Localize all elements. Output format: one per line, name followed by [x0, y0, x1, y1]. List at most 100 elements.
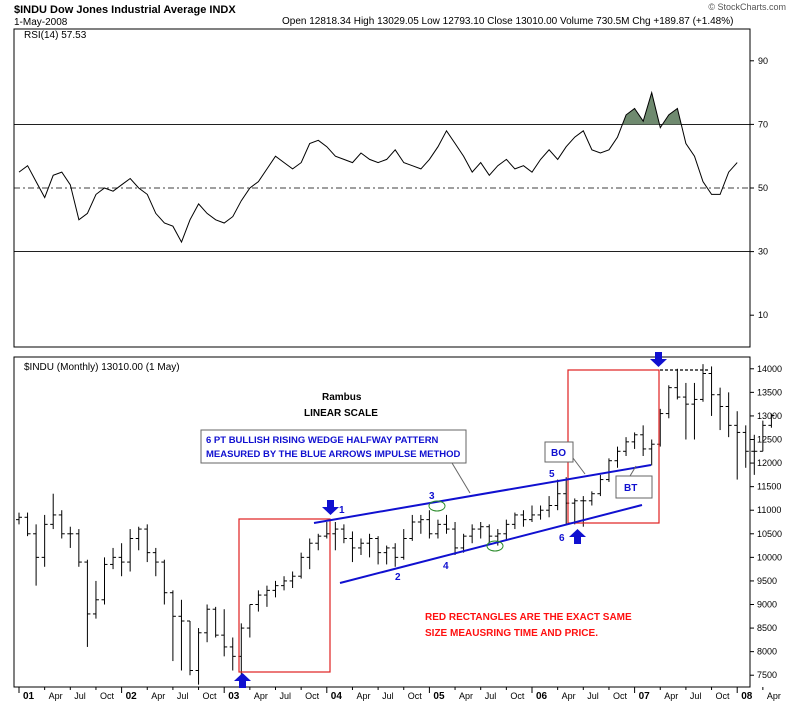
price-legend: $INDU (Monthly) 13010.00 (1 May): [24, 362, 180, 373]
ohlc-bar: [691, 382, 698, 440]
arrow-down-icon: [322, 500, 339, 515]
price-axis: 14000 13500 13000 12500 12000 11500 11000 10500…: [750, 364, 782, 680]
ohlc-bar: [169, 590, 176, 662]
ohlc-bar: [349, 531, 356, 563]
ohlc-bar: [281, 576, 288, 591]
bo-callout-box: [544, 441, 574, 463]
ohlc-bar: [511, 512, 518, 530]
x-tick-label: 03: [228, 691, 240, 702]
ohlc-bar: [383, 545, 390, 565]
price-tick-label: 11000: [757, 505, 781, 515]
annotation-layer: 1 2 3 4 5 6 Rambus LINEAR SCALE 6 PT BUL…: [200, 352, 708, 688]
ohlc-bar: [161, 559, 168, 605]
ohlc-bar: [366, 533, 373, 558]
point-label-2: 2: [395, 572, 401, 583]
x-tick-label: Apr: [562, 691, 576, 701]
ohlc-bar: [50, 493, 57, 530]
rsi-overbought-fill: [622, 92, 682, 125]
ohlc-bar: [486, 524, 493, 544]
price-tick-label: 8000: [757, 647, 777, 657]
rsi-tick-label: 10: [758, 310, 768, 320]
point-label-3: 3: [429, 491, 435, 502]
bo-label: BO: [551, 448, 566, 459]
ohlc-bar: [734, 411, 741, 480]
ohlc-bar: [768, 413, 775, 428]
date-label: 1-May-2008: [14, 17, 68, 28]
rsi-tick-label: 30: [758, 247, 768, 257]
ohlc-bar: [503, 519, 510, 541]
pattern-callout-line-1: 6 PT BULLISH RISING WEDGE HALFWAY PATTER…: [206, 435, 439, 446]
x-tick-label: Oct: [510, 691, 525, 701]
pattern-callout-line-2: MEASURED BY THE BLUE ARROWS IMPULSE METH…: [206, 449, 461, 460]
x-tick-label: Jul: [382, 691, 394, 701]
ohlc-bar: [665, 385, 672, 419]
ohlc-bar: [452, 522, 459, 555]
x-tick-label: 04: [331, 691, 343, 702]
price-tick-label: 8500: [757, 623, 777, 633]
x-tick-label: Apr: [151, 691, 165, 701]
price-tick-label: 13500: [757, 387, 782, 397]
x-tick-label: Jul: [280, 691, 292, 701]
ohlc-bar: [118, 543, 125, 577]
bo-callout-pointer: [572, 457, 586, 475]
ohlc-bar: [110, 547, 117, 570]
ohlc-bar: [648, 439, 655, 466]
rsi-tick-label: 90: [758, 56, 768, 66]
price-tick-label: 11500: [757, 482, 781, 492]
price-panel: [13, 356, 751, 688]
ohlc-bar: [152, 547, 159, 577]
ohlc-bar: [725, 392, 732, 438]
x-tick-label: 02: [126, 691, 138, 702]
ohlc-bar: [751, 434, 758, 475]
ohlc-bar: [204, 604, 211, 643]
ohlc-bar: [315, 533, 322, 551]
ohlc-bar: [144, 524, 151, 563]
scale-label: LINEAR SCALE: [304, 408, 378, 419]
x-tick-label: Jul: [587, 691, 599, 701]
ohlc-bar: [340, 524, 347, 544]
ohlc-bar: [426, 510, 433, 539]
ohlc-bar: [717, 387, 724, 431]
ohlc-bar: [614, 446, 621, 468]
x-tick-label: 08: [741, 691, 753, 702]
ohlc-bar: [58, 510, 65, 539]
ohlc-bar: [392, 543, 399, 567]
price-tick-label: 7500: [757, 670, 777, 680]
ohlc-bar: [674, 368, 681, 400]
rsi-legend: RSI(14) 57.53: [24, 30, 87, 41]
ohlc-bar: [708, 366, 715, 416]
x-axis: 01 Apr Jul Oct 02 Apr Jul Oct 03 Apr Jul Oct 04 Apr Ju…: [18, 687, 781, 702]
ohlc-bar: [631, 432, 638, 449]
ohlc-bar: [255, 590, 262, 612]
x-tick-label: Jul: [74, 691, 86, 701]
ohlc-bar: [537, 505, 544, 520]
ohlc-bar: [520, 510, 527, 527]
bt-label: BT: [624, 483, 637, 494]
ohlc-bar: [323, 522, 330, 539]
wedge-lower-line: [339, 504, 643, 584]
ohlc-bar: [212, 606, 219, 638]
pattern-callout-box: [200, 429, 467, 464]
ohlc-bar: [358, 538, 364, 555]
ohlc-bar: [298, 552, 305, 579]
credit-label: © StockCharts.com: [708, 2, 786, 12]
ohlc-bar: [477, 522, 484, 539]
x-tick-label: Apr: [254, 691, 268, 701]
x-tick-label: Oct: [716, 691, 731, 701]
x-tick-label: Jul: [177, 691, 189, 701]
ohlc-bar: [682, 382, 689, 440]
ohlc-bar: [84, 559, 91, 647]
x-tick-label: Oct: [100, 691, 115, 701]
ohlc-bar: [24, 512, 31, 537]
wedge-upper-line: [313, 464, 652, 524]
ohlc-bar: [375, 536, 382, 565]
price-tick-label: 13000: [757, 411, 782, 421]
ohlc-bar: [409, 514, 416, 541]
ohlc-bar: [195, 628, 202, 685]
note-line-1: RED RECTANGLES ARE THE EXACT SAME: [425, 612, 632, 623]
ohlc-bar: [529, 505, 535, 522]
ohlc-bar: [229, 637, 236, 671]
pattern-callout-pointer: [451, 462, 471, 494]
ohlc-bar: [41, 514, 48, 567]
